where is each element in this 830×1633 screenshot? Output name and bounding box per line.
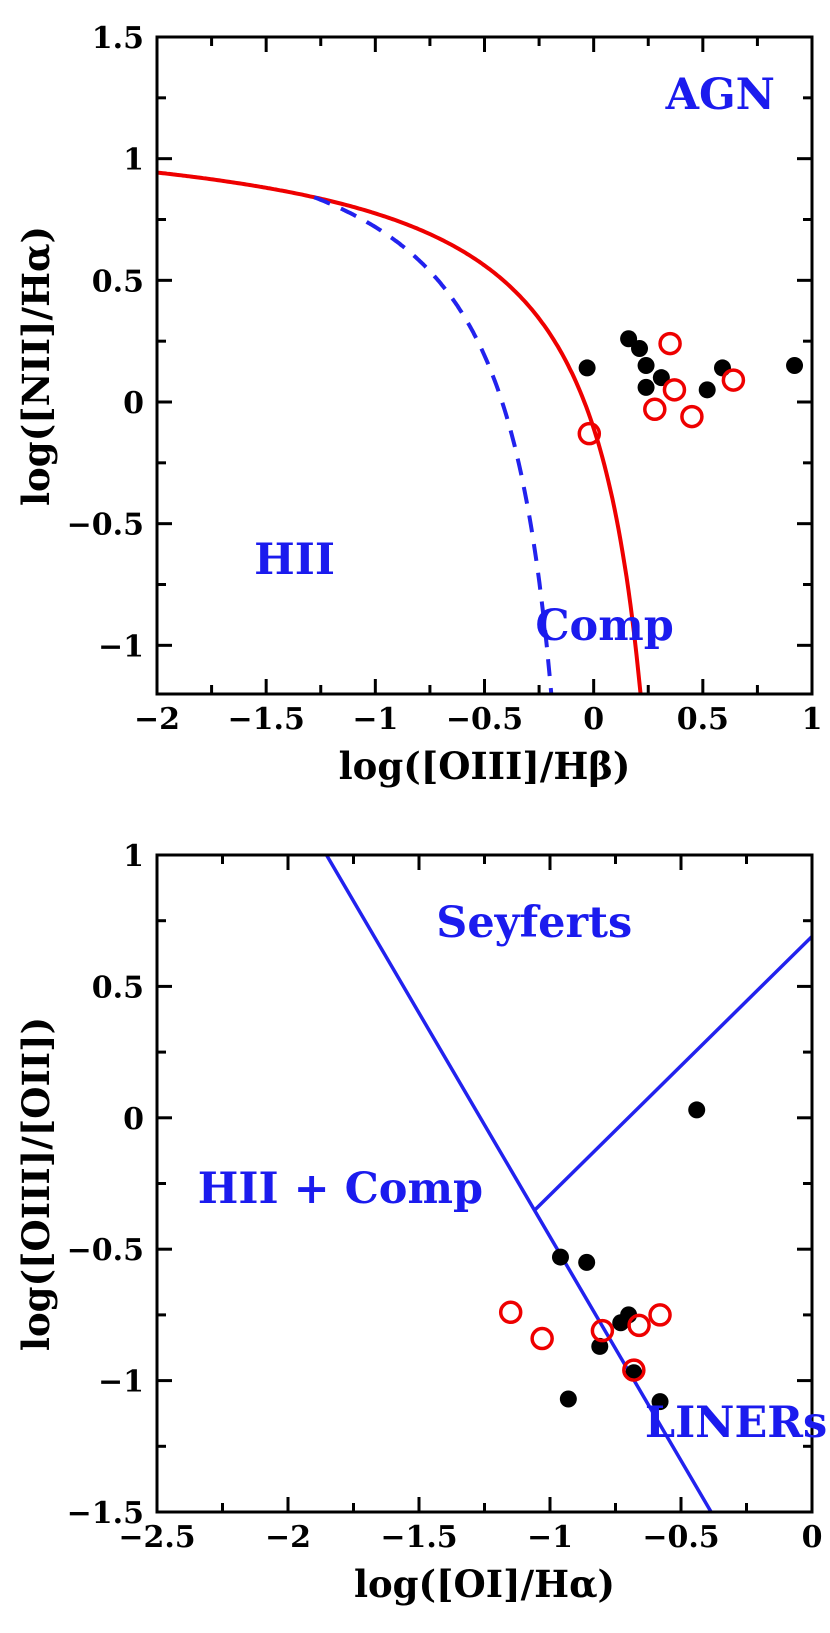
y-tick-label: 0: [123, 386, 144, 421]
black-point: [559, 1390, 577, 1408]
x-tick-label: −1: [527, 1520, 573, 1555]
black-point: [612, 1314, 630, 1332]
top-solid-curve: [157, 170, 643, 694]
y-tick-label: −1.5: [67, 1496, 144, 1531]
red-open-point: [662, 378, 687, 402]
x-tick-label: −1: [352, 702, 398, 737]
red-open-point: [680, 404, 704, 429]
x-tick-label: −2: [265, 1520, 311, 1555]
bottom-division-line: [533, 935, 812, 1212]
black-point: [651, 1393, 669, 1411]
bottom-panel-y-axis-title: log([OIII]/[OII]): [14, 1016, 58, 1351]
red-open-point: [498, 1300, 523, 1325]
black-point: [631, 339, 649, 357]
x-tick-label: −1.5: [227, 702, 304, 737]
region-label-hii-comp: HII + Comp: [197, 1163, 484, 1214]
black-point: [625, 1364, 643, 1382]
y-tick-label: 1: [123, 143, 144, 178]
red-open-point: [721, 368, 746, 392]
x-tick-label: 0: [583, 702, 604, 737]
region-label-liners: LINERs: [644, 1397, 828, 1448]
region-label-hii: HII: [254, 535, 335, 586]
y-tick-label: −0.5: [67, 1233, 144, 1268]
red-open-point: [577, 421, 602, 446]
y-tick-label: −1: [98, 1365, 144, 1400]
x-tick-label: −2: [134, 702, 180, 737]
region-label-agn: AGN: [665, 70, 775, 121]
x-tick-label: 0.5: [677, 702, 729, 737]
y-tick-label: 0.5: [92, 264, 144, 299]
black-point: [713, 359, 731, 377]
black-point: [620, 330, 638, 348]
black-point: [551, 1248, 569, 1266]
black-point: [578, 1253, 596, 1271]
black-point: [698, 381, 716, 399]
y-tick-label: 1: [123, 839, 144, 874]
y-tick-label: −1: [98, 629, 144, 664]
red-open-point: [627, 1313, 651, 1338]
red-open-point: [590, 1318, 615, 1343]
x-tick-label: 0: [802, 1520, 823, 1555]
top-panel-x-axis-title: log([OIII]/Hβ): [338, 744, 631, 788]
red-open-point: [658, 331, 682, 356]
black-point: [786, 357, 804, 374]
x-tick-label: 1: [802, 702, 823, 737]
x-tick-label: −2.5: [118, 1520, 195, 1555]
y-tick-label: −0.5: [67, 508, 144, 543]
red-open-point: [530, 1326, 554, 1351]
black-point: [578, 359, 596, 377]
bottom-panel-x-axis-title: log([OI]/Hα): [353, 1562, 616, 1606]
x-tick-label: −0.5: [446, 702, 523, 737]
black-point: [652, 369, 670, 387]
black-point: [637, 357, 655, 374]
black-point: [637, 378, 655, 396]
plot-frame: [155, 35, 814, 696]
y-tick-label: 0: [123, 1102, 144, 1137]
top-dashed-curve: [313, 195, 554, 694]
panel-top: −2 −1.5 −1 −0.5 0 0.5 1 1.5 1 0.5 0 −0.5 −1: [67, 21, 823, 737]
x-tick-label: −0.5: [642, 1520, 719, 1555]
red-open-point: [643, 397, 667, 422]
y-tick-label: 0.5: [92, 970, 144, 1005]
top-panel-y-axis-title: log([NII]/Hα): [14, 225, 58, 506]
black-point: [688, 1101, 706, 1119]
red-open-point: [622, 1358, 646, 1382]
region-label-comp: Comp: [535, 600, 674, 651]
x-tick-label: −1.5: [380, 1520, 457, 1555]
region-label-seyferts: Seyferts: [436, 898, 633, 949]
bottom-division-line: [325, 855, 713, 1512]
red-open-point: [648, 1303, 672, 1327]
panel-bottom: −2.5 −2 −1.5 −1 −0.5 0 1 0.5 0 −0.5 −1 −1.5: [67, 839, 823, 1555]
y-tick-label: 1.5: [92, 21, 144, 56]
